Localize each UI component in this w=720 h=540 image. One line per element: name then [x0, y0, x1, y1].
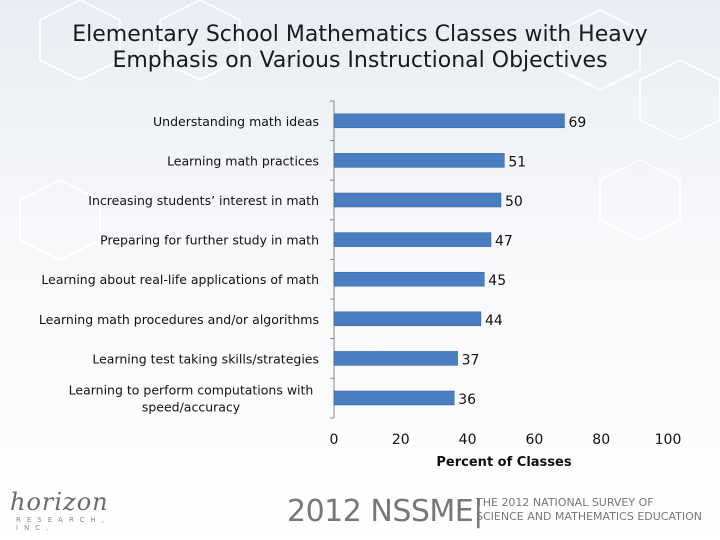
footer-subtitle: THE 2012 NATIONAL SURVEY OF SCIENCE AND … [476, 496, 702, 524]
bar [333, 232, 492, 247]
data-label: 44 [485, 313, 503, 329]
chart-title-line-1: Elementary School Mathematics Classes wi… [72, 22, 648, 47]
data-label: 47 [495, 234, 513, 250]
footer-subtitle-line-2: SCIENCE AND MATHEMATICS EDUCATION [476, 510, 702, 523]
footer-subtitle-line-1: THE 2012 NATIONAL SURVEY OF [476, 496, 654, 509]
category-label: Learning to perform computations with [69, 383, 314, 398]
data-label: 37 [462, 352, 480, 368]
bar [333, 153, 505, 168]
logo-subtext: RESEARCH, INC. [16, 516, 110, 532]
bar [333, 390, 455, 406]
data-label: 45 [488, 273, 506, 289]
data-label: 69 [568, 115, 586, 131]
bar-chart: 69 Understanding math ideas 51 Learning mat… [39, 100, 682, 470]
x-tick-label: 0 [330, 432, 339, 448]
chart-title-line-2: Emphasis on Various Instructional Object… [112, 48, 608, 73]
horizon-research-logo: horizon RESEARCH, INC. [10, 488, 145, 532]
x-tick-label: 60 [525, 432, 543, 448]
chart-title: Elementary School Mathematics Classes wi… [0, 22, 720, 74]
x-tick-label: 20 [392, 432, 410, 448]
bar [333, 311, 482, 327]
bar [333, 113, 565, 129]
category-label: Increasing students’ interest in math [88, 193, 319, 208]
logo-script-text: horizon [10, 488, 109, 516]
x-tick-label: 100 [655, 432, 682, 448]
category-label: Learning test taking skills/strategies [92, 351, 319, 366]
bar [333, 271, 485, 287]
bar [333, 192, 502, 208]
x-tick-label: 40 [459, 432, 477, 448]
data-label: 50 [505, 194, 523, 210]
category-label: Learning math practices [167, 153, 319, 168]
footer-brand: 2012 NSSME| [287, 494, 483, 529]
category-label: Understanding math ideas [153, 114, 319, 129]
category-label: speed/accuracy [142, 400, 241, 415]
category-label: Learning about real-life applications of… [41, 272, 319, 287]
x-axis-label: Percent of Classes [436, 455, 571, 470]
category-label: Preparing for further study in math [100, 233, 319, 248]
data-label: 36 [458, 392, 476, 408]
x-tick-label: 80 [592, 432, 610, 448]
category-label: Learning math procedures and/or algorith… [39, 312, 319, 327]
data-label: 51 [508, 154, 526, 170]
bar [333, 351, 458, 366]
